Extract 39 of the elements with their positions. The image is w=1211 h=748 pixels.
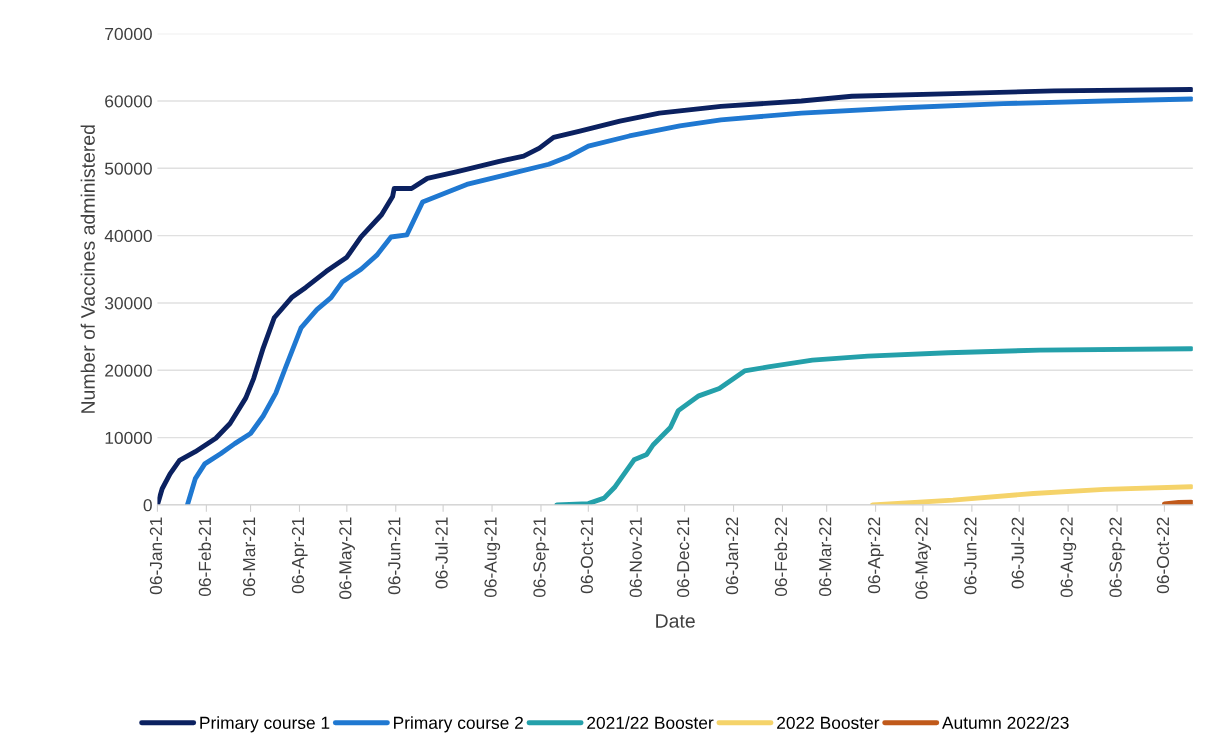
x-tick-label: 06-Sep-21 — [533, 517, 550, 598]
x-tick-label: 06-Oct-22 — [1156, 517, 1170, 594]
x-tick-label: 06-May-21 — [339, 517, 355, 599]
x-tick-label: 06-May-22 — [915, 517, 932, 599]
y-tick-label: 10000 — [105, 431, 152, 445]
line-series — [870, 484, 1193, 505]
x-tick-label: 06-Sep-22 — [1109, 517, 1126, 598]
legend-label: Primary course 1 — [200, 716, 330, 733]
x-tick-label: 06-Feb-21 — [198, 517, 212, 597]
legend-label: Primary course 2 — [394, 716, 523, 733]
line-series — [554, 346, 1193, 505]
x-tick-label: 06-Apr-22 — [867, 517, 884, 594]
y-tick-label: 0 — [143, 499, 152, 512]
legend-label: 2022 Booster — [777, 716, 880, 729]
x-tick-label: 06-Jun-21 — [388, 517, 401, 595]
y-axis-title: Number of Vaccines administered — [80, 125, 95, 413]
x-tick-label: 06-Aug-21 — [484, 517, 501, 598]
legend-label: 2021/22 Booster — [587, 716, 714, 729]
y-tick-label: 60000 — [105, 95, 152, 108]
x-tick-label: 06-Feb-22 — [774, 517, 788, 597]
x-tick-label: 06-Mar-21 — [242, 517, 256, 597]
x-tick-label: 06-Jul-21 — [435, 517, 448, 589]
y-tick-label: 70000 — [105, 27, 152, 41]
x-tick-label: 06-Jan-22 — [725, 517, 739, 595]
x-tick-label: 06-Jul-22 — [1011, 517, 1024, 589]
x-tick-label: 06-Jun-22 — [964, 517, 977, 595]
legend-label: Autumn 2022/23 — [942, 716, 1069, 729]
x-axis-title: Date — [656, 614, 695, 628]
x-tick-label: 06-Jan-21 — [149, 517, 163, 595]
x-tick-label: 06-Mar-22 — [819, 517, 832, 597]
x-tick-label: 06-Nov-21 — [629, 517, 642, 598]
y-tick-label: 40000 — [104, 229, 152, 243]
x-tick-label: 06-Dec-21 — [676, 517, 690, 598]
x-tick-label: 06-Aug-22 — [1060, 517, 1077, 598]
x-tick-label: 06-Oct-21 — [580, 517, 593, 594]
y-tick-label: 50000 — [104, 162, 152, 175]
x-tick-label: 06-Apr-21 — [291, 517, 308, 594]
y-tick-label: 20000 — [105, 364, 152, 377]
y-tick-label: 30000 — [104, 297, 152, 310]
